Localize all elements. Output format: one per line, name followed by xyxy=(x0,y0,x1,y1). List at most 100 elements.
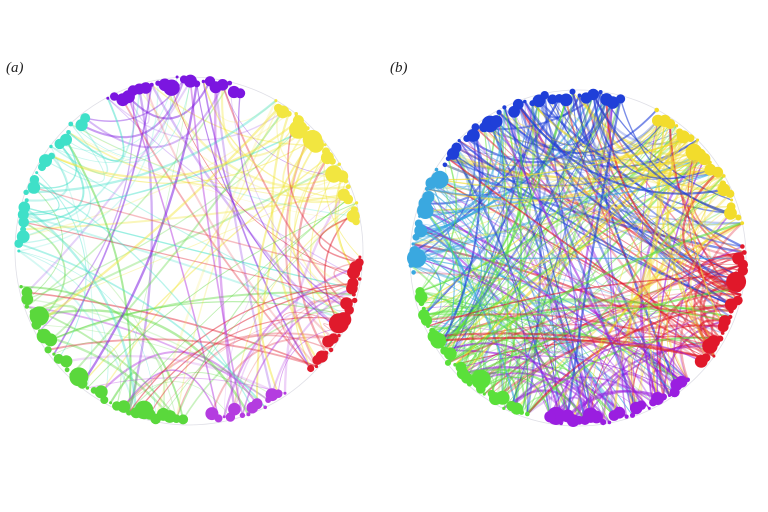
network-edge xyxy=(460,107,507,368)
network-edge xyxy=(578,94,700,157)
network-edge xyxy=(490,103,535,395)
network-node xyxy=(225,412,236,422)
network-node xyxy=(36,328,52,344)
network-node xyxy=(569,88,576,95)
network-node xyxy=(80,113,91,124)
network-node xyxy=(205,407,219,421)
network-node xyxy=(69,367,89,387)
network-node xyxy=(442,162,448,168)
network-edge xyxy=(23,214,177,419)
network-edge xyxy=(31,163,340,313)
network-edge xyxy=(423,298,731,318)
network-node xyxy=(16,230,30,244)
network-edge xyxy=(284,134,318,367)
network-node xyxy=(163,79,180,96)
network-node xyxy=(175,75,179,79)
network-node xyxy=(112,401,122,411)
network-edge xyxy=(196,83,338,329)
network-edge xyxy=(53,84,153,355)
network-edge xyxy=(666,172,718,393)
network-edge xyxy=(424,210,518,409)
network-edge xyxy=(39,309,250,415)
network-node xyxy=(265,397,272,403)
network-edge xyxy=(318,215,360,264)
network-node xyxy=(649,398,657,407)
network-node xyxy=(694,355,708,368)
network-edge xyxy=(100,120,299,393)
network-node xyxy=(53,353,64,364)
network-edge xyxy=(23,213,345,321)
network-edge xyxy=(498,112,509,398)
network-node xyxy=(607,420,612,425)
network-node xyxy=(724,298,738,312)
network-edge xyxy=(459,125,677,175)
network-edge xyxy=(289,151,327,369)
panel-a-edges xyxy=(14,76,364,426)
network-edge xyxy=(425,158,705,212)
network-edge xyxy=(566,98,622,417)
network-node xyxy=(457,139,461,143)
network-edge xyxy=(412,243,574,421)
network-edge xyxy=(70,111,284,376)
network-edge xyxy=(123,199,349,407)
panel-a-circular-network: (a) xyxy=(6,60,364,426)
network-edge xyxy=(67,97,125,162)
network-edge xyxy=(694,280,737,322)
network-node xyxy=(239,412,246,418)
network-edge xyxy=(526,336,721,415)
network-edge xyxy=(599,91,666,154)
network-edge xyxy=(639,154,701,399)
network-node xyxy=(587,88,599,101)
network-edge xyxy=(26,305,269,401)
network-edge xyxy=(420,230,467,338)
network-edge xyxy=(654,120,739,302)
network-edge xyxy=(271,113,319,361)
network-node xyxy=(421,306,426,311)
network-edge xyxy=(59,87,173,152)
network-edge xyxy=(18,250,137,413)
network-edge xyxy=(578,95,731,318)
network-node xyxy=(722,174,726,178)
network-edge xyxy=(450,102,613,354)
network-edge xyxy=(50,146,94,389)
network-node xyxy=(23,189,29,195)
network-node xyxy=(540,91,549,100)
network-edge xyxy=(135,282,354,414)
network-edge xyxy=(81,79,185,139)
network-node xyxy=(525,411,530,417)
network-edge xyxy=(214,87,274,395)
network-edge xyxy=(418,222,678,386)
network-edge xyxy=(24,206,353,290)
network-node xyxy=(735,214,742,221)
network-edge xyxy=(652,217,739,399)
network-edge xyxy=(619,98,739,219)
network-node xyxy=(246,412,251,417)
network-edge xyxy=(70,87,172,159)
network-node xyxy=(547,94,558,105)
network-edge xyxy=(666,137,724,195)
network-edge xyxy=(503,94,594,148)
network-edge xyxy=(26,155,69,202)
network-edge xyxy=(33,186,354,274)
network-edge xyxy=(426,171,718,200)
network-edge xyxy=(309,173,335,351)
network-node xyxy=(707,160,712,165)
network-node xyxy=(323,143,327,147)
network-node xyxy=(68,121,74,127)
network-edge xyxy=(454,352,478,375)
network-edge xyxy=(189,81,244,416)
network-edge xyxy=(504,107,557,416)
network-edge xyxy=(440,111,523,347)
network-edge xyxy=(466,94,594,379)
network-node xyxy=(696,138,700,142)
network-edge xyxy=(669,123,739,301)
network-edge xyxy=(288,144,345,321)
network-edge xyxy=(144,87,318,368)
network-edge xyxy=(502,366,610,423)
network-edge xyxy=(70,123,349,200)
network-node xyxy=(675,124,679,128)
network-node xyxy=(85,386,90,390)
network-node xyxy=(344,305,354,315)
network-edge xyxy=(480,120,666,390)
network-node xyxy=(307,364,315,373)
